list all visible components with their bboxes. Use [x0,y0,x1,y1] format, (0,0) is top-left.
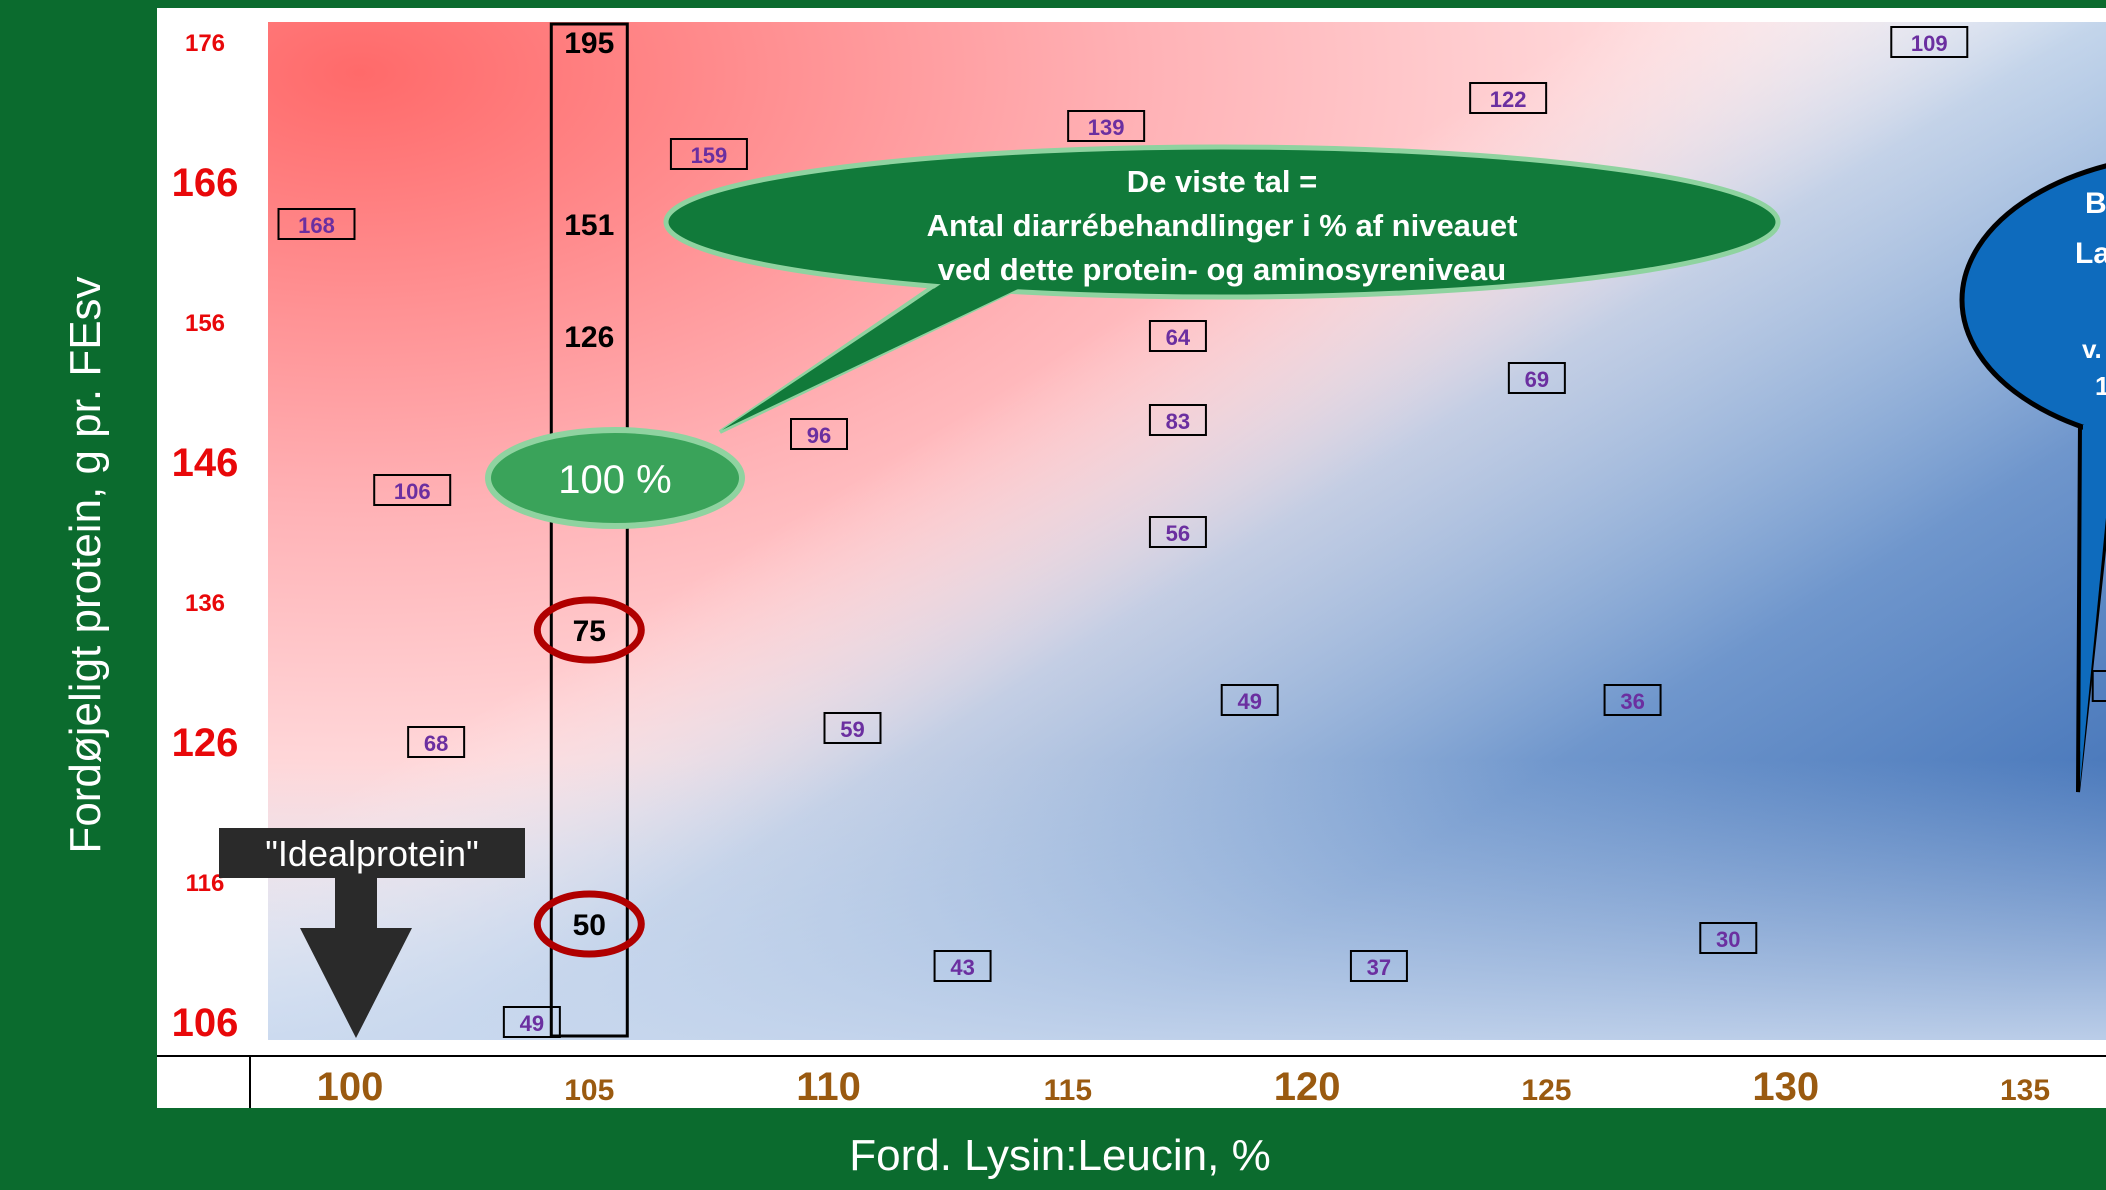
x-tick-label: 115 [1044,1074,1092,1107]
data-label-box [1148,320,1207,352]
y-axis-ticks: 176 166 156 146 136 126 116 106 [172,30,239,1045]
data-label-box [1469,82,1548,114]
data-label-box [1067,110,1146,142]
y-tick-label: 106 [172,1001,239,1045]
data-label: 109 [1911,31,1948,56]
data-label: 43 [950,955,974,980]
reference-bubble-text: 100 % [558,458,671,502]
y-axis-title: Fordøjeligt protein, g pr. FEsv [61,276,110,853]
data-label: 69 [1525,367,1549,392]
data-label-box [407,726,466,758]
x-axis-title: Ford. Lysin:Leucin, % [849,1131,1270,1180]
x-axis-ticks: 100 105 110 115 120 125 130 135 [317,1065,2050,1109]
highlight-value: 195 [564,27,614,60]
idealprotein-marker: "Idealprotein" [219,828,525,1038]
data-label-box [277,208,356,240]
data-label-box [823,712,882,744]
data-label-box [1699,922,1758,954]
data-labels: 1091221391591686453698396106562349365968… [277,26,2106,1038]
highlight-value: 151 [564,209,614,242]
data-label: 36 [1620,689,1644,714]
data-label: 37 [1367,955,1391,980]
highlight-circle [533,596,645,664]
highlight-circle [533,890,645,958]
right-callout-line-3: v. [2082,334,2102,364]
right-callout-line-2: La [2075,237,2106,270]
right-callout-line-4: 1 [2095,371,2106,401]
y-tick-label: 116 [186,870,225,897]
data-label: 68 [424,731,448,756]
callout-title: De viste tal = [1127,164,1317,199]
y-tick-label: 146 [172,441,239,485]
data-label: 64 [1166,325,1191,350]
x-tick-label: 105 [564,1074,614,1107]
x-tick-label: 125 [1521,1074,1571,1107]
data-label: 30 [1716,927,1740,952]
right-callout-line-1: B [2085,187,2106,220]
x-tick-label: 135 [2000,1074,2050,1107]
y-tick-label: 166 [172,161,239,205]
data-label-box [933,950,992,982]
data-label-box [1349,950,1408,982]
data-label: 49 [1237,689,1261,714]
highlight-value: 50 [573,909,606,942]
data-label-box [1507,362,1566,394]
down-arrow-icon [300,878,412,1038]
data-label: 96 [807,423,831,448]
y-tick-label: 126 [172,721,239,765]
data-label-box [1148,404,1207,436]
callout-line-3: ved dette protein- og aminosyreniveau [938,252,1506,287]
data-label-box [1890,26,1969,58]
x-tick-label: 120 [1274,1065,1341,1109]
data-label: 168 [298,213,335,238]
reference-bubble: 100 % [485,427,745,529]
data-label-box [502,1006,561,1038]
data-label-box [1220,684,1279,716]
data-label: 59 [840,717,864,742]
data-label: 106 [394,479,431,504]
data-label-box [373,474,452,506]
data-label: 139 [1088,115,1125,140]
highlight-value: 75 [573,615,606,648]
highlight-value: 126 [564,321,614,354]
x-tick-label: 100 [317,1065,384,1109]
data-label-box [1603,684,1662,716]
highlight-column: 195 151 126 75 50 [533,22,645,1038]
data-label: 83 [1166,409,1190,434]
right-callout: B La v. 1 [1959,163,2106,793]
x-tick-label: 110 [796,1065,861,1109]
callout-line-2: Antal diarrébehandlinger i % af niveauet [927,208,1518,243]
highlight-column-frame [549,22,629,1038]
idealprotein-label: "Idealprotein" [265,833,479,874]
data-label-box [669,138,748,170]
data-label: 122 [1490,87,1527,112]
data-label: 159 [691,143,728,168]
data-label-box [2091,670,2106,702]
data-label-box [1148,516,1207,548]
data-label: 49 [520,1011,544,1036]
x-tick-label: 130 [1752,1065,1819,1109]
y-tick-label: 156 [185,310,225,337]
data-label: 56 [1166,521,1190,546]
data-label-box [790,418,848,450]
y-tick-label: 136 [185,590,225,617]
y-tick-label: 176 [185,30,225,57]
definition-callout: De viste tal = Antal diarrébehandlinger … [663,144,1781,434]
